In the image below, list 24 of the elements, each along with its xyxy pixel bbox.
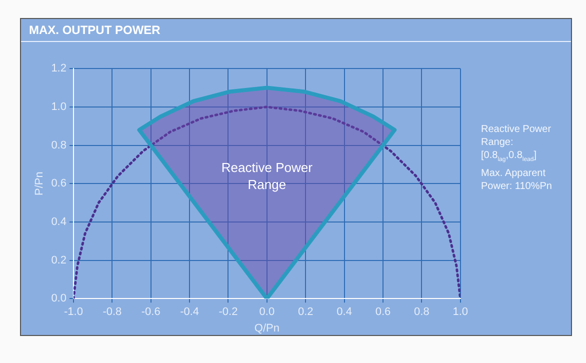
y-tick-label: 0.4 [51,216,66,228]
y-tick-label: 0.0 [51,292,66,305]
x-tick-label: 0.0 [259,306,275,318]
x-axis-title: Q/Pn [254,322,280,334]
x-tick-label: -0.4 [180,306,200,318]
x-tick-label: -1.0 [64,306,83,318]
x-tick-label: 0.8 [414,306,430,318]
y-tick-label: 1.2 [51,62,66,75]
x-tick-label: 0.4 [336,306,352,318]
y-tick-label: 0.6 [51,178,66,190]
text: Max. Apparent Power: 110%Pn [481,168,552,192]
x-tick-label: -0.6 [141,306,160,318]
y-axis-title: P/Pn [34,172,46,196]
x-tick-label: 0.2 [298,306,314,318]
y-tick-label: 1.0 [51,100,66,113]
text: Reactive Power Range: [0.8$_{lag}$,0.8$_{lead}$] [481,124,552,163]
y-tick-label: 0.2 [51,254,66,266]
x-tick-label: 0.6 [375,306,391,318]
annotation: Reactive Power Range [221,160,314,192]
y-tick-label: 0.8 [51,139,66,152]
x-tick-label: -0.2 [218,306,238,318]
chart-title: MAX. OUTPUT POWER [29,23,160,37]
x-tick-label: 1.0 [452,306,468,318]
x-tick-label: -0.8 [102,306,122,318]
